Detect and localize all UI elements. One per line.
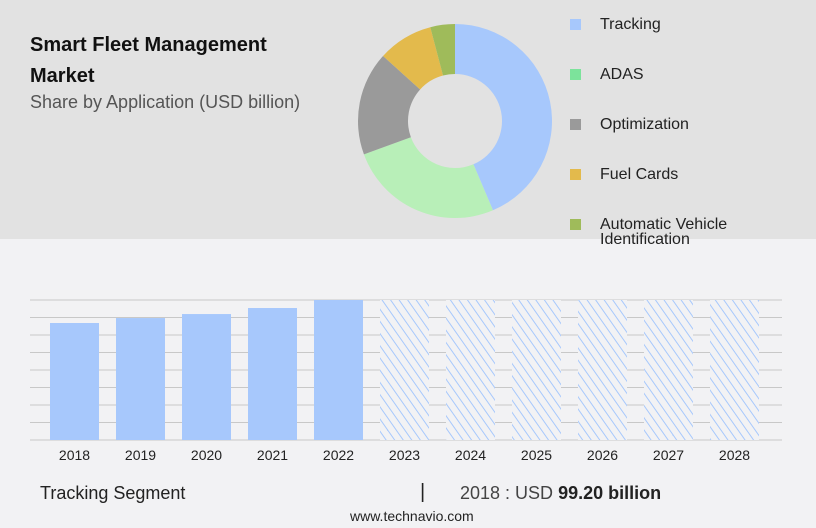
forecast-bar-2024 xyxy=(446,300,495,440)
donut-slice-fuel-cards xyxy=(383,27,444,90)
donut-slice-adas xyxy=(363,137,493,218)
forecast-bar-2025 xyxy=(512,300,561,440)
legend-swatch xyxy=(570,219,581,230)
x-tick-label: 2023 xyxy=(389,447,420,463)
bar-2019 xyxy=(116,318,165,440)
forecast-bar-2027 xyxy=(644,300,693,440)
x-tick-label: 2022 xyxy=(323,447,354,463)
x-tick-label: 2018 xyxy=(59,447,90,463)
legend-label: Optimization xyxy=(600,116,689,133)
legend-label: Tracking xyxy=(600,16,661,33)
site-link[interactable]: www.technavio.com xyxy=(350,508,474,524)
donut-chart xyxy=(358,24,552,218)
x-tick-label: 2024 xyxy=(455,447,486,463)
page-title: Smart Fleet Management Market xyxy=(30,34,267,87)
donut-slice-tracking xyxy=(455,24,552,211)
segment-label: Tracking Segment xyxy=(40,483,186,503)
bar-2018 xyxy=(50,322,99,440)
legend-swatch xyxy=(570,169,581,180)
donut-slice-optimization xyxy=(358,55,421,155)
x-tick-label: 2019 xyxy=(125,447,156,463)
footer-separator: | xyxy=(420,481,426,503)
legend-swatch xyxy=(570,119,581,130)
bar-2022 xyxy=(314,300,363,440)
legend-label: Automatic Vehicle Identification xyxy=(600,216,728,248)
bar-2021 xyxy=(248,308,297,440)
legend-swatch xyxy=(570,19,581,30)
x-tick-label: 2021 xyxy=(257,447,288,463)
legend-label: Fuel Cards xyxy=(600,166,679,183)
bar-2020 xyxy=(182,314,231,440)
donut-slice-automatic-vehicle-identification xyxy=(430,24,455,76)
x-tick-label: 2027 xyxy=(653,447,684,463)
legend-swatch xyxy=(570,69,581,80)
value-prefix: 2018 : USD xyxy=(460,483,559,503)
forecast-bar-2028 xyxy=(710,300,759,440)
forecast-bar-2026 xyxy=(578,300,627,440)
bar-chart: 2018 2019 2020 2021 2022 2023 2024 2025 2026 2027… xyxy=(30,299,782,463)
page-subtitle: Share by Application (USD billion) xyxy=(30,92,301,112)
x-tick-label: 2028 xyxy=(719,447,750,463)
legend-label: ADAS xyxy=(600,66,644,83)
forecast-bar-2023 xyxy=(380,300,429,440)
x-tick-label: 2026 xyxy=(587,447,618,463)
value-amount: 99.20 billion xyxy=(558,483,662,503)
x-tick-label: 2020 xyxy=(191,447,222,463)
x-tick-label: 2025 xyxy=(521,447,552,463)
segment-value: 2018 : USD 99.20 billion xyxy=(460,483,661,504)
